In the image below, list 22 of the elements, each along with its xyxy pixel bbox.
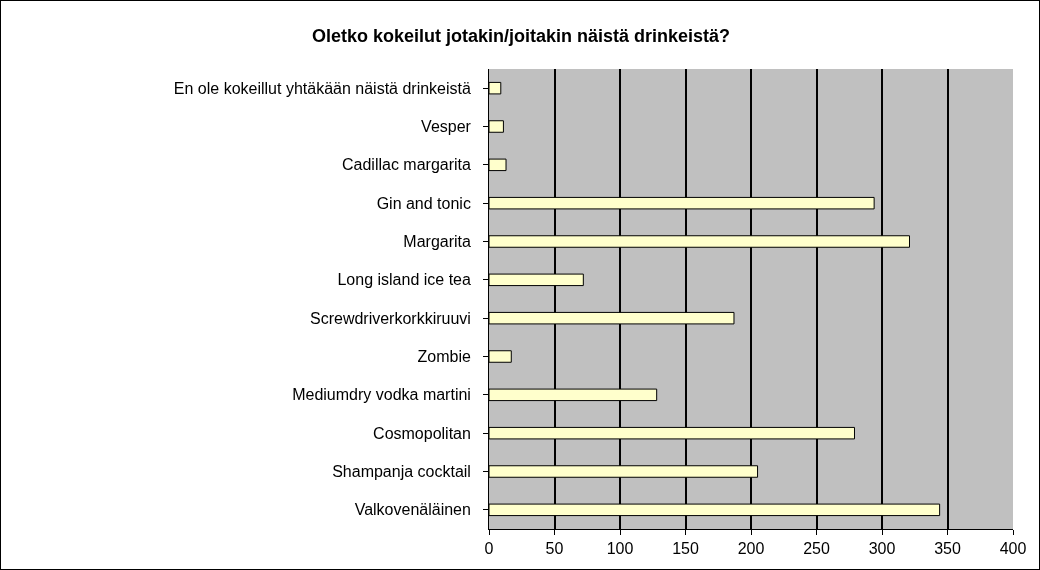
y-tick-label: En ole kokeillut yhtäkään näistä drinkeistä — [173, 79, 480, 97]
x-tick-label: 250 — [803, 540, 830, 558]
x-tick-label: 0 — [484, 540, 494, 558]
x-tick-label: 400 — [999, 540, 1027, 558]
x-tick-label: 100 — [606, 540, 634, 558]
y-tick-label: Valkovenäläinen — [354, 501, 480, 519]
y-tick-label: Vesper — [421, 118, 480, 136]
y-tick-label: Long island ice tea — [337, 271, 480, 289]
x-tick-label: 50 — [545, 540, 564, 558]
y-tick-label: Margarita — [403, 233, 480, 251]
y-tick-label: Gin and tonic — [376, 194, 480, 212]
y-tick-label: Zombie — [417, 348, 480, 366]
y-tick-label: Screwdriverkorkkiruuvi — [309, 309, 480, 327]
y-tick-label: Cosmopolitan — [373, 424, 480, 442]
x-tick-label: 200 — [737, 540, 765, 558]
y-tick-label: Cadillac margarita — [341, 156, 480, 174]
x-tick-label: 300 — [868, 540, 896, 558]
y-tick-label: Mediumdry vodka martini — [292, 386, 480, 404]
x-tick-label: 350 — [934, 540, 961, 558]
chart-title: Oletko kokeilut jotakin/joitakin näistä drinkeistä? — [311, 26, 731, 47]
x-tick-label: 150 — [672, 540, 699, 558]
y-tick-label: Shampanja cocktail — [332, 463, 480, 481]
